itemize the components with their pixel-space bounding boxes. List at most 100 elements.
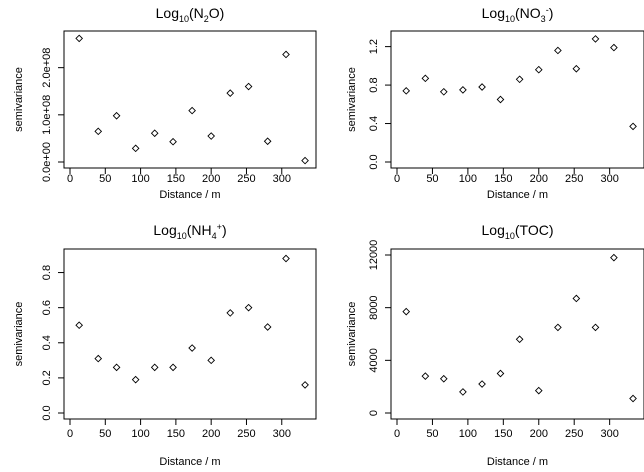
title-subscript: 10	[505, 231, 515, 241]
data-point	[188, 344, 196, 352]
title-base: Log	[482, 5, 505, 21]
y-tick-label: 8000	[368, 295, 380, 319]
x-tick-label: 100	[131, 428, 149, 440]
x-tick-label: 100	[131, 173, 149, 185]
title-end: )	[222, 222, 227, 238]
data-point	[94, 354, 103, 363]
data-point	[150, 363, 159, 372]
y-tick-label: 0.8	[368, 77, 380, 92]
title-species-subscript: 2	[204, 14, 209, 24]
data-point	[515, 75, 524, 84]
data-point	[421, 372, 430, 380]
x-axis-label: Distance / m	[487, 189, 548, 201]
y-axis-label: semivariance	[13, 67, 25, 132]
data-point	[459, 86, 467, 94]
data-point	[534, 386, 543, 395]
title-end: O)	[209, 5, 225, 21]
panel-n2o: Log10(N2O) 0 50 100 150 200 250 300 0.0e+00 1.0e+…	[13, 5, 317, 201]
y-tick-label: 0	[368, 410, 380, 416]
x-tick-label: 300	[600, 428, 618, 440]
data-point	[515, 335, 524, 344]
x-tick-label: 300	[273, 428, 291, 440]
title-species-superscript: -	[546, 5, 549, 15]
title-subscript: 10	[505, 14, 515, 24]
chart-title: Log10(N2O)	[156, 5, 225, 24]
y-axis-label: semivariance	[346, 302, 358, 367]
data-point	[629, 122, 637, 131]
data-point	[478, 83, 486, 91]
x-axis-label: Distance / m	[487, 456, 548, 468]
title-subscript: 10	[177, 231, 187, 241]
title-base: Log	[482, 222, 505, 238]
data-point	[478, 380, 486, 388]
data-point	[244, 82, 253, 91]
x-axis-label: Distance / m	[159, 456, 220, 468]
data-point	[150, 129, 159, 138]
x-tick-label: 0	[67, 173, 73, 185]
data-point	[591, 35, 600, 43]
x-tick-label: 150	[494, 173, 512, 185]
data-point	[629, 394, 637, 403]
data-point	[263, 137, 272, 146]
x-tick-label: 300	[600, 173, 618, 185]
data-point	[554, 46, 562, 55]
x-tick-label: 0	[67, 428, 73, 440]
x-tick-label: 0	[394, 173, 400, 185]
data-point	[112, 363, 121, 372]
data-point	[207, 356, 216, 365]
plot-frame	[390, 30, 644, 169]
data-point	[610, 253, 618, 262]
chart-title: Log10(NH4+)	[153, 222, 226, 241]
y-tick-label: 0.0	[368, 154, 380, 169]
data-point	[301, 381, 309, 389]
x-tick-label: 200	[530, 173, 548, 185]
plot-frame	[390, 248, 644, 420]
x-tick-label: 100	[459, 173, 477, 185]
chart-title: Log10(NO3-)	[482, 5, 554, 24]
data-point	[131, 375, 140, 384]
y-tick-label: 0.4	[368, 116, 380, 131]
panel-no3: Log10(NO3-) 0 50 100 150 200 250 300 0.0 0.4 0.8 1.…	[346, 5, 644, 201]
data-point	[282, 254, 290, 263]
x-axis-label: Distance / m	[159, 189, 220, 201]
panel-nh4: Log10(NH4+) 0 50 100 150 200 250 300 0.0 0.2 0.4 0.…	[13, 222, 317, 468]
y-tick-label: 0.2	[41, 370, 53, 385]
y-tick-label: 4000	[368, 348, 380, 372]
panel-toc: Log10(TOC) 0 50 100 150 200 250 300 0 4000 8000 120…	[346, 222, 644, 468]
data-point	[169, 363, 177, 372]
x-tick-label: 150	[494, 428, 512, 440]
data-point	[572, 64, 581, 73]
data-point	[226, 89, 235, 97]
title-end: )	[549, 5, 554, 21]
data-point	[402, 307, 411, 316]
data-point	[572, 294, 581, 303]
title-species: (NO	[515, 5, 541, 21]
y-tick-label: 0.0	[41, 405, 53, 420]
x-tick-label: 250	[237, 428, 255, 440]
data-point	[131, 144, 140, 153]
plot-frame	[63, 248, 317, 420]
data-point	[94, 127, 103, 136]
x-tick-label: 50	[99, 173, 111, 185]
data-point	[207, 132, 216, 140]
data-point	[188, 106, 196, 115]
title-species-subscript: 3	[541, 14, 546, 24]
data-point	[496, 369, 505, 378]
x-tick-label: 250	[565, 173, 583, 185]
title-species: (NH	[187, 222, 212, 238]
chart-title: Log10(TOC)	[482, 222, 554, 241]
data-point	[591, 323, 600, 332]
data-point	[112, 111, 121, 120]
data-point	[301, 156, 309, 165]
data-point	[169, 137, 177, 146]
title-subscript: 10	[179, 14, 189, 24]
x-tick-label: 250	[565, 428, 583, 440]
y-tick-label: 1.0e+08	[41, 95, 53, 135]
plot-frame	[63, 30, 317, 169]
y-tick-label: 12000	[368, 240, 380, 271]
data-point	[496, 95, 505, 104]
x-tick-label: 250	[237, 173, 255, 185]
data-point	[75, 321, 84, 330]
y-tick-label: 0.0e+00	[41, 142, 53, 182]
